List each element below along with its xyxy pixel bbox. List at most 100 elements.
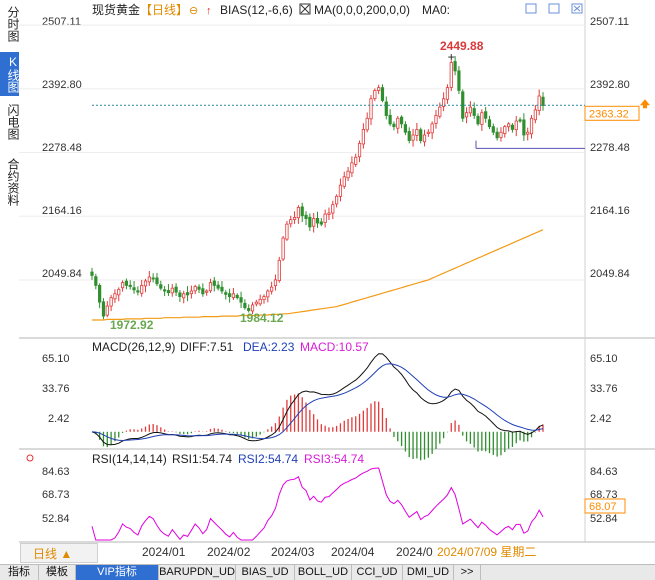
rsi-tick: 52.84 xyxy=(590,513,618,525)
candle-body xyxy=(476,115,480,125)
candle-body xyxy=(124,280,128,286)
price-tick-left: 2164.16 xyxy=(42,205,82,217)
tab-dmi[interactable]: DMI_UD xyxy=(403,565,454,580)
low-price-label: 1984.12 xyxy=(240,311,284,325)
price-tick-right: 2164.16 xyxy=(590,205,630,217)
candle-body xyxy=(350,162,354,174)
bias-label: BIAS(12,-6,6) xyxy=(220,3,293,17)
candle-body xyxy=(308,216,312,228)
price-tick-right: 2049.84 xyxy=(590,268,630,280)
candle-body xyxy=(380,87,385,101)
candle-body xyxy=(438,106,442,117)
price-tick-right: 2507.11 xyxy=(590,16,629,28)
x-tick-current-date: 2024/07/09 星期二 xyxy=(437,545,536,559)
candle-body xyxy=(201,288,205,295)
tab-more[interactable]: >> xyxy=(454,565,481,580)
rsi-tick: 52.84 xyxy=(42,513,70,525)
macd-dea: DEA:2.23 xyxy=(243,340,295,354)
candle-body xyxy=(224,292,228,295)
candle-body xyxy=(151,277,155,280)
candle-body xyxy=(315,218,320,224)
candle-body xyxy=(472,108,476,116)
price-tick-left: 2507.11 xyxy=(42,16,81,28)
candle-body xyxy=(117,288,121,296)
candle-body xyxy=(304,214,308,219)
candle-body xyxy=(281,237,285,260)
price-tick-right: 2278.48 xyxy=(590,142,630,154)
tab-kline[interactable]: K线图 xyxy=(0,52,20,96)
tab-contract-info[interactable]: 合约资料 xyxy=(6,158,20,206)
candle-body xyxy=(407,131,411,141)
candle-body xyxy=(205,290,209,293)
candle-body xyxy=(136,290,140,293)
candle-body xyxy=(113,293,117,300)
candle-body xyxy=(464,112,469,118)
candle-body xyxy=(419,129,423,141)
candle-body xyxy=(354,156,358,165)
x-tick: 2024/0 xyxy=(396,545,433,559)
candle-body xyxy=(426,131,430,134)
candle-body xyxy=(442,98,446,107)
rsi-current-box xyxy=(584,498,626,514)
candle-body xyxy=(132,287,136,291)
tab-barupdn[interactable]: BARUPDN_UD xyxy=(159,565,236,580)
candle-body xyxy=(541,96,545,106)
candle-body xyxy=(227,293,232,297)
current-price-box xyxy=(584,105,640,121)
candle-body xyxy=(289,219,293,225)
tab-indicator[interactable]: 指标 xyxy=(0,565,39,580)
candle-body xyxy=(277,259,281,282)
macd-dea-line xyxy=(91,363,544,442)
candle-body xyxy=(392,123,396,128)
settings-icon[interactable]: ⊖ xyxy=(189,5,198,17)
tab-vip-indicator[interactable]: VIP指标 xyxy=(76,565,159,580)
macd-value: MACD:10.57 xyxy=(300,340,369,354)
candle-body xyxy=(453,61,457,72)
rsi-title: RSI(14,14,14) xyxy=(92,452,167,466)
candle-body xyxy=(510,124,515,130)
tab-bias[interactable]: BIAS_UD xyxy=(236,565,295,580)
candle-body xyxy=(399,116,404,125)
tab-cci[interactable]: CCI_UD xyxy=(352,565,403,580)
candle-body xyxy=(537,95,541,112)
current-price-arrow-icon xyxy=(640,99,650,109)
candle-body xyxy=(147,276,151,283)
ma200-line xyxy=(92,229,544,321)
period-selector[interactable]: 日线 ▲ xyxy=(20,543,98,563)
candle-body xyxy=(507,123,511,128)
tab-boll[interactable]: BOLL_UD xyxy=(295,565,352,580)
candle-body xyxy=(491,126,495,133)
restore-window-icon[interactable] xyxy=(525,3,537,14)
macd-tick: 2.42 xyxy=(48,413,69,425)
macd-tick: 33.76 xyxy=(42,383,70,395)
close-window-icon[interactable] xyxy=(571,3,583,14)
tab-flash-chart[interactable]: 闪电图 xyxy=(6,104,20,140)
candle-body xyxy=(495,131,499,139)
candle-body xyxy=(522,119,526,136)
candle-body xyxy=(323,213,327,223)
candle-body xyxy=(430,123,434,134)
rsi-settings-icon[interactable] xyxy=(26,454,34,462)
candle-body xyxy=(174,286,178,293)
close-indicator-icon[interactable] xyxy=(299,3,311,15)
candle-body xyxy=(101,301,106,317)
tab-template[interactable]: 模板 xyxy=(39,565,76,580)
candle-body xyxy=(178,292,182,297)
x-tick: 2024/03 xyxy=(271,545,315,559)
candle-body xyxy=(163,289,167,292)
candle-body xyxy=(422,134,427,143)
candle-body xyxy=(189,290,193,295)
candle-body xyxy=(258,298,262,305)
candle-body xyxy=(411,134,415,141)
maximize-window-icon[interactable] xyxy=(548,3,560,14)
rsi2-value: RSI2:54.74 xyxy=(238,452,298,466)
rsi-tick: 68.73 xyxy=(590,489,618,501)
candle-body xyxy=(365,117,369,131)
candle-body xyxy=(445,87,450,100)
candle-body xyxy=(98,285,102,303)
ma-label: MA(0,0,0,200,0,0) xyxy=(314,3,410,17)
candle-body xyxy=(503,126,507,134)
candle-body xyxy=(384,101,388,116)
tab-timeshare[interactable]: 分时图 xyxy=(6,6,20,42)
